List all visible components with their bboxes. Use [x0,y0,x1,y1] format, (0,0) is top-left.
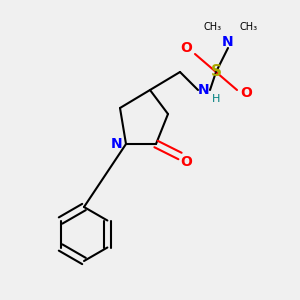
Text: O: O [180,41,192,55]
Text: H: H [212,94,220,104]
Text: N: N [111,137,123,151]
Text: O: O [240,86,252,100]
Text: O: O [180,155,192,169]
Text: N: N [198,83,210,97]
Text: CH₃: CH₃ [204,22,222,32]
Text: CH₃: CH₃ [240,22,258,32]
Text: N: N [222,35,234,49]
Text: S: S [211,64,221,80]
